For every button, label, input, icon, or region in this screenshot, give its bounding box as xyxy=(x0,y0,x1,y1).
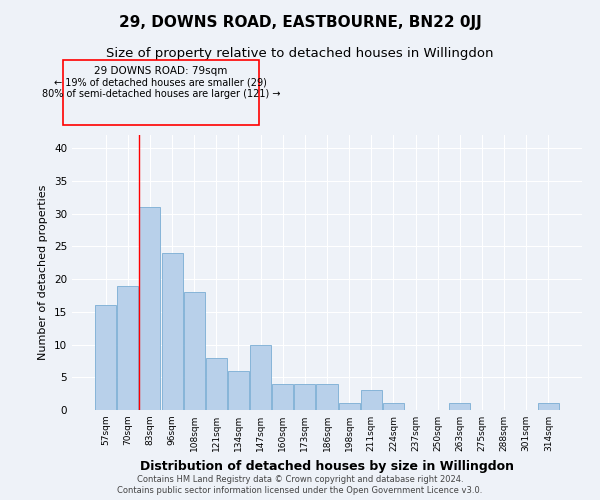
Bar xyxy=(206,358,227,410)
Bar xyxy=(316,384,338,410)
Bar xyxy=(139,207,160,410)
Bar xyxy=(272,384,293,410)
Bar xyxy=(538,404,559,410)
Y-axis label: Number of detached properties: Number of detached properties xyxy=(38,185,49,360)
Text: Contains public sector information licensed under the Open Government Licence v3: Contains public sector information licen… xyxy=(118,486,482,495)
Bar xyxy=(295,384,316,410)
Bar xyxy=(228,370,249,410)
Bar xyxy=(95,305,116,410)
Text: 80% of semi-detached houses are larger (121) →: 80% of semi-detached houses are larger (… xyxy=(41,89,280,99)
Bar xyxy=(449,404,470,410)
X-axis label: Distribution of detached houses by size in Willingdon: Distribution of detached houses by size … xyxy=(140,460,514,472)
Text: 29 DOWNS ROAD: 79sqm: 29 DOWNS ROAD: 79sqm xyxy=(94,66,227,76)
Bar xyxy=(383,404,404,410)
Bar xyxy=(361,390,382,410)
Text: ← 19% of detached houses are smaller (29): ← 19% of detached houses are smaller (29… xyxy=(55,78,268,88)
Bar xyxy=(338,404,359,410)
Bar xyxy=(161,253,182,410)
Bar xyxy=(250,344,271,410)
Bar xyxy=(184,292,205,410)
Text: 29, DOWNS ROAD, EASTBOURNE, BN22 0JJ: 29, DOWNS ROAD, EASTBOURNE, BN22 0JJ xyxy=(119,15,481,30)
Text: Size of property relative to detached houses in Willingdon: Size of property relative to detached ho… xyxy=(106,48,494,60)
Bar xyxy=(118,286,139,410)
Text: Contains HM Land Registry data © Crown copyright and database right 2024.: Contains HM Land Registry data © Crown c… xyxy=(137,475,463,484)
